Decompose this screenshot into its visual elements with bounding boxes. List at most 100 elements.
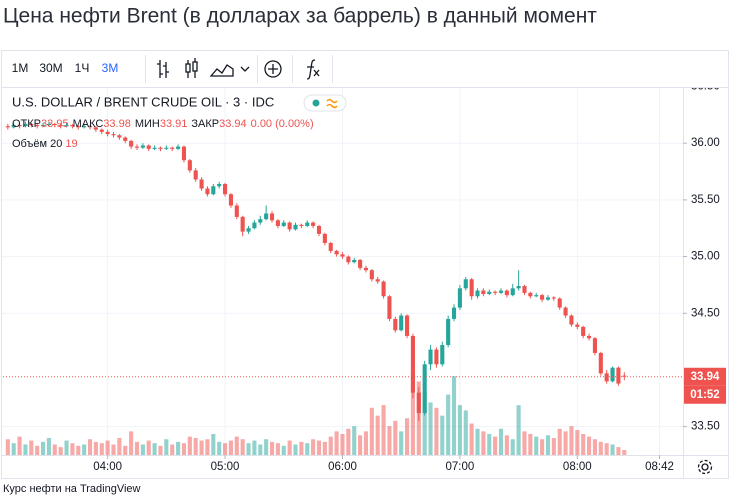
volume-bar: [176, 441, 181, 455]
volume-bar: [29, 440, 34, 455]
change-value: 0.00 (0.00%): [251, 118, 314, 130]
volume-bar: [510, 439, 515, 455]
volume-bar: [498, 428, 504, 455]
volume-bar: [35, 445, 40, 455]
footer-link[interactable]: Курс нефти на TradingView: [3, 483, 141, 495]
volume-bar: [352, 426, 357, 455]
countdown-label: 01:52: [690, 389, 719, 401]
volume-bar: [610, 444, 615, 455]
candle-body: [82, 126, 87, 128]
volume-bar: [311, 439, 316, 455]
candle-body: [87, 126, 93, 128]
volume-bar: [487, 434, 492, 455]
candle-body: [334, 250, 339, 255]
interval-button[interactable]: 1Ч: [75, 61, 90, 75]
plot-area: [1, 88, 683, 455]
candle-body: [328, 242, 333, 251]
area-style-icon[interactable]: [209, 64, 234, 77]
volume-bar: [328, 436, 333, 455]
candle-body: [311, 222, 316, 226]
candle-body: [504, 290, 509, 296]
candle-body: [581, 326, 586, 336]
toolbar-bg: [2, 51, 728, 87]
candle-body: [234, 205, 239, 217]
y-tick-label: 36.00: [691, 137, 720, 149]
candle-body: [275, 220, 280, 226]
candle-body: [405, 315, 410, 336]
candle-body: [399, 315, 404, 331]
candle-body: [99, 129, 104, 132]
volume-bar: [592, 439, 597, 455]
candle-body: [64, 125, 69, 127]
volume-bar: [363, 431, 369, 455]
candle-body: [410, 335, 415, 393]
volume-label: Объём: [12, 138, 47, 150]
candle-body: [440, 345, 445, 365]
volume-bar: [76, 445, 81, 455]
candle-body: [117, 135, 122, 138]
candle-body: [434, 349, 439, 365]
volume-bar: [604, 443, 609, 455]
volume-legend: Объём 20 19: [12, 138, 78, 150]
indicators-icon[interactable]: [306, 59, 320, 80]
volume-bar: [170, 444, 175, 455]
candle-body: [363, 267, 369, 271]
chart-type-menu[interactable]: [240, 66, 250, 72]
volume-bar: [451, 376, 457, 455]
candle-body: [293, 224, 298, 230]
volume-bar: [99, 443, 104, 455]
volume-bar: [293, 444, 298, 455]
volume-bar: [528, 434, 533, 455]
candle-body: [422, 364, 427, 414]
volume-bar: [522, 431, 527, 455]
candle-body: [246, 228, 251, 232]
bar-style-icon[interactable]: [157, 60, 169, 78]
candle-body: [134, 146, 140, 148]
interval-button[interactable]: 1М: [12, 61, 29, 75]
ohlc-label: МАКС: [73, 118, 104, 130]
volume-bar: [399, 431, 404, 455]
candle-body: [587, 335, 592, 339]
volume-bar: [281, 445, 286, 455]
interval-button[interactable]: 30М: [39, 61, 62, 75]
volume-bar: [70, 443, 75, 455]
settings-icon[interactable]: [697, 459, 713, 475]
candle-style-icon[interactable]: [185, 58, 198, 78]
candle-body: [223, 184, 228, 195]
volume-bar: [540, 439, 545, 455]
volume-bar: [223, 443, 228, 455]
volume-bar: [598, 441, 603, 455]
volume-bar: [228, 440, 233, 455]
volume-bar: [117, 437, 122, 455]
delayed-data-icon: [326, 98, 338, 109]
interval-button[interactable]: 3М: [102, 61, 119, 75]
volume-bar: [258, 444, 263, 455]
volume-bar: [516, 405, 521, 455]
market-open-dot: [312, 99, 320, 107]
candle-body: [264, 213, 269, 220]
volume-bar: [622, 450, 627, 455]
candle-body: [393, 318, 398, 331]
candle-body: [457, 288, 462, 308]
ohlc-label: МИН: [135, 118, 160, 130]
candle-body: [510, 288, 515, 296]
volume-bar: [493, 436, 498, 455]
candle-body: [205, 188, 210, 195]
compare-icon[interactable]: [264, 60, 282, 78]
candle-body: [93, 127, 98, 130]
candle-body: [387, 296, 392, 319]
volume-bar: [346, 428, 351, 455]
candle-body: [592, 338, 597, 353]
candle-body: [534, 295, 539, 297]
volume-bar: [557, 428, 562, 455]
volume-bar: [158, 445, 163, 455]
volume-bar: [434, 407, 439, 455]
volume-bar: [563, 431, 568, 455]
candle-body: [369, 270, 374, 280]
toolbar: 1М 30М 1Ч 3М: [2, 51, 728, 88]
countdown-box: [684, 385, 726, 404]
candle-body: [469, 279, 474, 297]
ohlc-label: ЗАКР: [191, 118, 219, 130]
volume-bar: [534, 436, 539, 455]
x-tick-label: 06:00: [328, 461, 357, 473]
